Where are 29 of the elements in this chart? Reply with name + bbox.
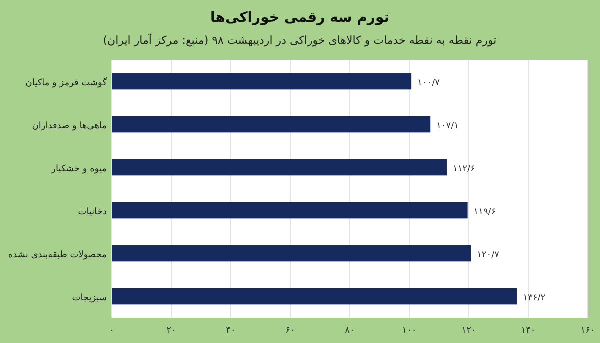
y-tick-label: گوشت قرمز و ماکیان bbox=[26, 76, 108, 88]
bar bbox=[112, 245, 472, 262]
bar bbox=[112, 73, 412, 90]
y-tick-label: دخانیات bbox=[78, 208, 107, 218]
x-tick-label: ۱۰۰ bbox=[402, 326, 417, 336]
data-label: ۱۲۰/۷ bbox=[477, 250, 500, 260]
x-tick-label: ۱۲۰ bbox=[462, 326, 476, 336]
y-tick-label: محصولات طبقه‌بندی نشده bbox=[8, 250, 108, 260]
bar bbox=[112, 159, 447, 176]
data-label: ۱۳۶/۲ bbox=[523, 294, 546, 304]
x-tick-label: ۲۰ bbox=[166, 326, 176, 336]
y-tick-label: سبزیجات bbox=[72, 294, 107, 304]
data-label: ۱۱۹/۶ bbox=[474, 208, 496, 218]
x-tick-label: ۱۴۰ bbox=[521, 326, 536, 336]
chart-subtitle: تورم نقطه به نقطه خدمات و کالاهای خوراکی در اردیبهشت ۹۸ (منبع: مرکز آمار ایران) bbox=[103, 33, 497, 47]
bar bbox=[112, 288, 518, 305]
data-label: ۱۱۲/۶ bbox=[452, 164, 476, 174]
bar bbox=[112, 202, 468, 219]
x-tick-label: ۰ bbox=[110, 326, 114, 336]
bar bbox=[112, 116, 431, 133]
y-tick-label: میوه و خشکبار bbox=[50, 164, 108, 174]
x-tick-label: ۸۰ bbox=[345, 326, 355, 336]
x-tick-label: ۴۰ bbox=[226, 326, 236, 336]
data-label: ۱۰۷/۱ bbox=[436, 122, 459, 132]
y-tick-label: ماهی‌ها و صدفداران bbox=[32, 122, 108, 132]
data-label: ۱۰۰/۷ bbox=[418, 78, 440, 88]
chart-title: تورم سه رقمی خوراکی‌ها bbox=[210, 10, 390, 26]
x-tick-label: ۶۰ bbox=[286, 326, 296, 336]
x-tick-label: ۱۶۰ bbox=[580, 326, 596, 336]
